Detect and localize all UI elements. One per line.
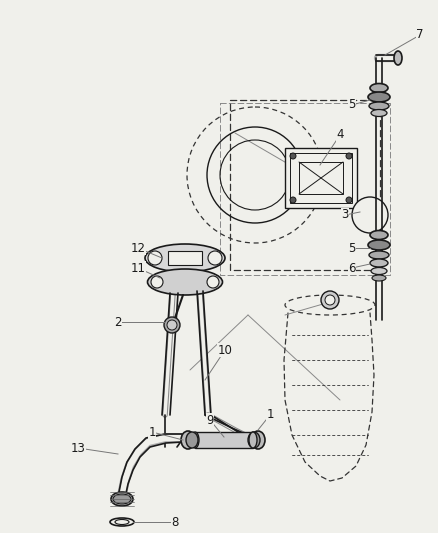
Text: 9: 9	[206, 414, 214, 426]
Circle shape	[290, 197, 296, 203]
Circle shape	[167, 320, 177, 330]
Circle shape	[148, 251, 162, 265]
Bar	[195, 432, 253, 448]
Text: 2: 2	[114, 316, 122, 328]
Circle shape	[346, 153, 352, 159]
Ellipse shape	[148, 269, 223, 295]
Ellipse shape	[115, 520, 129, 524]
Text: 11: 11	[131, 262, 145, 274]
Ellipse shape	[370, 230, 388, 239]
Ellipse shape	[371, 268, 387, 274]
Ellipse shape	[191, 432, 199, 448]
Circle shape	[325, 295, 335, 305]
Ellipse shape	[370, 84, 388, 93]
Bar	[168, 251, 202, 265]
Ellipse shape	[369, 102, 389, 110]
Ellipse shape	[110, 518, 134, 526]
Ellipse shape	[372, 275, 386, 281]
Circle shape	[164, 317, 180, 333]
Ellipse shape	[145, 244, 225, 272]
Ellipse shape	[285, 295, 375, 315]
Ellipse shape	[368, 92, 390, 102]
Text: 3: 3	[341, 208, 349, 222]
Ellipse shape	[370, 259, 388, 267]
Text: 1: 1	[148, 425, 156, 439]
Text: 5: 5	[348, 241, 356, 254]
Ellipse shape	[111, 492, 133, 506]
Text: 5: 5	[348, 99, 356, 111]
Ellipse shape	[249, 432, 257, 448]
Bar	[290, 153, 352, 203]
Ellipse shape	[369, 251, 389, 259]
Text: 4: 4	[336, 128, 344, 141]
Ellipse shape	[394, 51, 402, 65]
Circle shape	[208, 251, 222, 265]
Circle shape	[321, 291, 339, 309]
Text: 8: 8	[171, 515, 179, 529]
Circle shape	[346, 197, 352, 203]
Text: 1: 1	[266, 408, 274, 422]
Text: 6: 6	[348, 262, 356, 274]
Text: 10: 10	[218, 343, 233, 357]
Ellipse shape	[251, 431, 265, 449]
Text: 13: 13	[71, 441, 85, 455]
Text: 12: 12	[131, 241, 145, 254]
Ellipse shape	[186, 432, 198, 448]
Ellipse shape	[248, 432, 260, 448]
Circle shape	[352, 197, 388, 233]
Circle shape	[290, 153, 296, 159]
Bar	[299, 162, 343, 194]
Ellipse shape	[371, 109, 387, 117]
Bar	[285, 148, 357, 208]
Circle shape	[151, 276, 163, 288]
Ellipse shape	[181, 431, 195, 449]
Text: 7: 7	[416, 28, 424, 42]
Ellipse shape	[368, 240, 390, 250]
Circle shape	[207, 276, 219, 288]
Ellipse shape	[113, 494, 131, 504]
